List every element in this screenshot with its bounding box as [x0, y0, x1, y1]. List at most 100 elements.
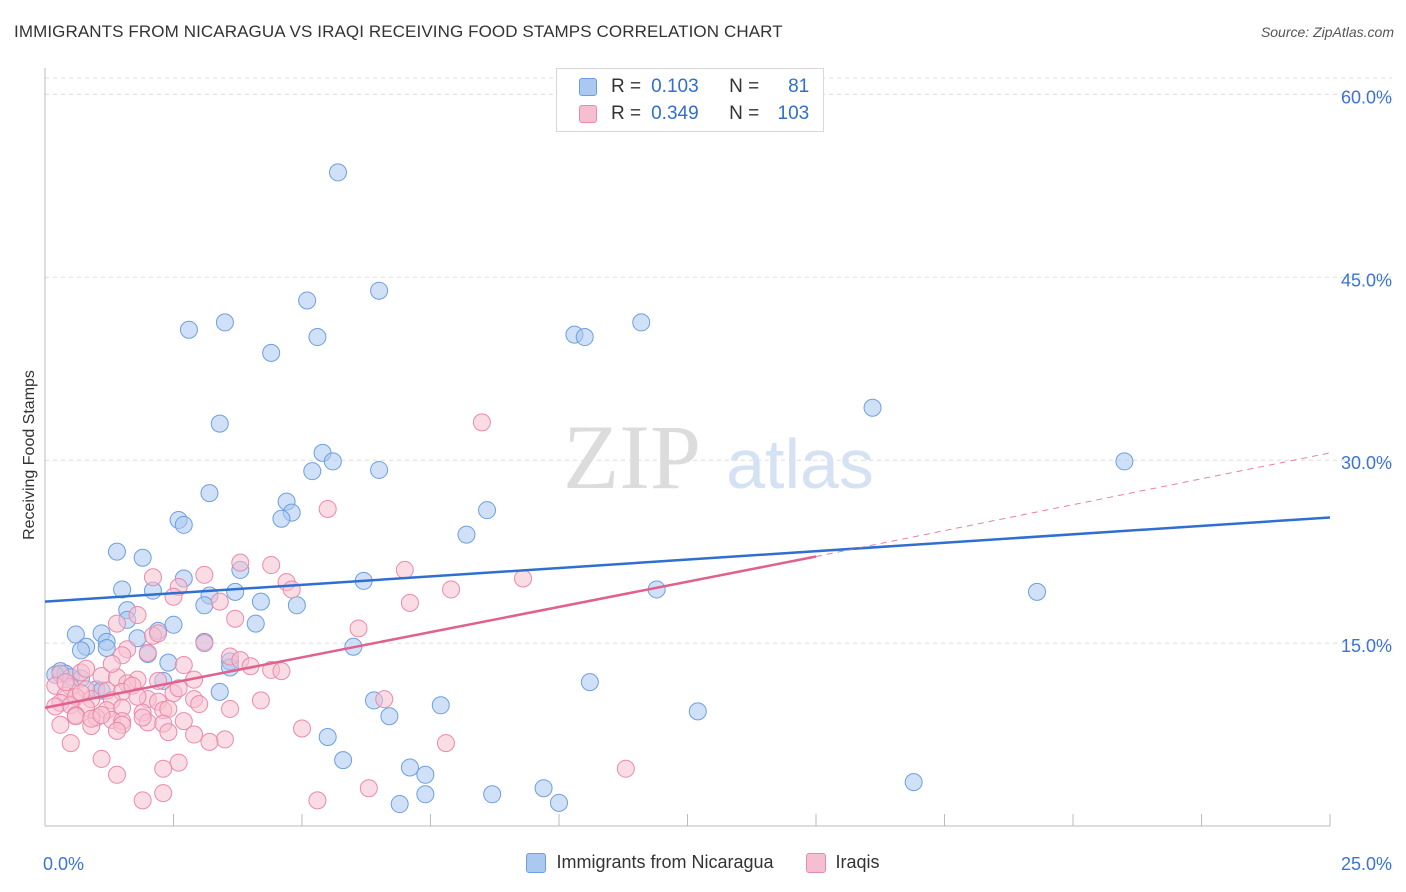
- r-label: R =: [611, 76, 642, 97]
- axes: [44, 68, 1331, 827]
- legend-row-nicaragua: R = 0.103 N = 81: [579, 76, 809, 98]
- nicaragua-point: [483, 785, 502, 804]
- nicaragua-point: [272, 509, 291, 528]
- iraqi-point: [514, 569, 533, 588]
- iraqi-point: [272, 662, 291, 681]
- watermark-atlas: atlas: [726, 425, 874, 503]
- iraqi-point: [107, 614, 126, 633]
- nicaragua-point: [416, 785, 435, 804]
- nicaragua-point: [251, 592, 270, 611]
- nicaragua-point: [323, 452, 342, 471]
- nicaragua-point: [97, 638, 116, 657]
- r-label: R =: [611, 103, 642, 124]
- nicaragua-legend-label: Immigrants from Nicaragua: [556, 852, 774, 872]
- nicaragua-point: [298, 291, 317, 310]
- nicaragua-point: [246, 614, 265, 633]
- iraqi-legend-swatch: [805, 852, 826, 873]
- iraqi-point: [154, 759, 173, 778]
- n-value-nicaragua: 81: [788, 76, 810, 97]
- nicaragua-point: [71, 641, 90, 660]
- iraqi-point: [616, 759, 635, 778]
- nicaragua-point: [195, 596, 214, 615]
- iraqi-point: [215, 730, 234, 749]
- iraqi-point: [262, 556, 281, 575]
- iraqi-swatch: [579, 105, 597, 123]
- chart-title: IMMIGRANTS FROM NICARAGUA VS IRAQI RECEI…: [14, 22, 783, 41]
- iraqi-point: [164, 587, 183, 606]
- iraqi-point: [133, 708, 152, 727]
- nicaragua-point: [550, 793, 568, 812]
- legend-item-iraqi: Iraqis: [805, 852, 880, 873]
- nicaragua-point: [370, 460, 389, 479]
- nicaragua-swatch: [579, 78, 597, 96]
- nicaragua-point: [164, 615, 183, 634]
- iraqi-point: [102, 654, 121, 673]
- nicaragua-point: [174, 515, 193, 534]
- iraqi-point: [308, 791, 327, 810]
- iraqi-point: [154, 784, 173, 803]
- nicaragua-point: [308, 328, 327, 347]
- iraqi-point: [200, 732, 219, 751]
- nicaragua-point: [210, 682, 229, 701]
- nicaragua-point: [113, 580, 132, 599]
- watermark-zip: ZIP: [563, 406, 701, 508]
- iraqi-point: [138, 643, 157, 662]
- iraqi-point: [107, 765, 126, 784]
- iraqi-point: [221, 699, 240, 718]
- legend-row-iraqi: R = 0.349 N = 103: [579, 103, 809, 125]
- nicaragua-point: [431, 696, 450, 715]
- r-value-iraqi: 0.349: [651, 103, 699, 124]
- nicaragua-point: [210, 414, 229, 433]
- nicaragua-point: [328, 163, 347, 182]
- n-label: N =: [729, 103, 760, 124]
- n-label: N =: [729, 76, 760, 97]
- nicaragua-point: [1028, 582, 1047, 601]
- iraqi-point: [226, 609, 245, 628]
- iraqi-point: [251, 691, 270, 710]
- iraqi-point: [231, 553, 250, 572]
- nicaragua-point: [688, 702, 707, 721]
- y-tick-label: 45.0%: [1341, 270, 1392, 290]
- iraqi-point: [318, 499, 337, 518]
- iraqi-point: [195, 565, 214, 584]
- iraqi-point: [349, 619, 368, 638]
- nicaragua-point: [226, 582, 245, 601]
- x-tick-label: 25.0%: [1341, 854, 1392, 874]
- iraqi-point: [92, 749, 111, 768]
- tick-labels: 15.0% 30.0% 45.0% 60.0% 0.0% 25.0%: [43, 87, 1392, 874]
- iraqi-point: [190, 695, 209, 714]
- nicaragua-point: [179, 320, 198, 339]
- nicaragua-point: [575, 328, 594, 347]
- legend-item-nicaragua: Immigrants from Nicaragua: [526, 852, 774, 873]
- iraqi-point: [149, 624, 168, 643]
- nicaragua-point: [632, 313, 651, 332]
- iraqi-point: [66, 707, 85, 726]
- iraqi-point: [107, 721, 126, 740]
- nicaragua-point: [863, 398, 882, 417]
- iraqi-point: [174, 712, 193, 731]
- nicaragua-point: [400, 758, 419, 777]
- nicaragua-point: [262, 343, 281, 362]
- iraqi-trend-line: [44, 555, 817, 709]
- y-tick-label: 60.0%: [1341, 87, 1392, 107]
- iraqi-point: [472, 413, 491, 432]
- nicaragua-point: [318, 727, 337, 746]
- iraqi-point: [143, 568, 162, 587]
- y-tick-label: 15.0%: [1341, 636, 1392, 656]
- n-value-iraqi: 103: [777, 103, 810, 124]
- nicaragua-point: [215, 313, 234, 332]
- iraqi-point: [442, 580, 461, 599]
- iraqi-point: [195, 634, 214, 653]
- nicaragua-point: [457, 525, 476, 544]
- iraqi-point: [51, 715, 70, 734]
- iraqi-point: [77, 659, 96, 678]
- iraqi-point: [169, 753, 188, 772]
- iraqi-point: [185, 725, 204, 744]
- iraqi-points: [46, 413, 635, 810]
- iraqi-point: [375, 690, 394, 709]
- correlation-legend: R = 0.103 N = 81 R = 0.349 N = 103: [556, 68, 824, 132]
- nicaragua-point: [904, 773, 923, 792]
- iraqi-legend-label: Iraqis: [835, 852, 880, 872]
- x-tick-label: 0.0%: [43, 854, 84, 874]
